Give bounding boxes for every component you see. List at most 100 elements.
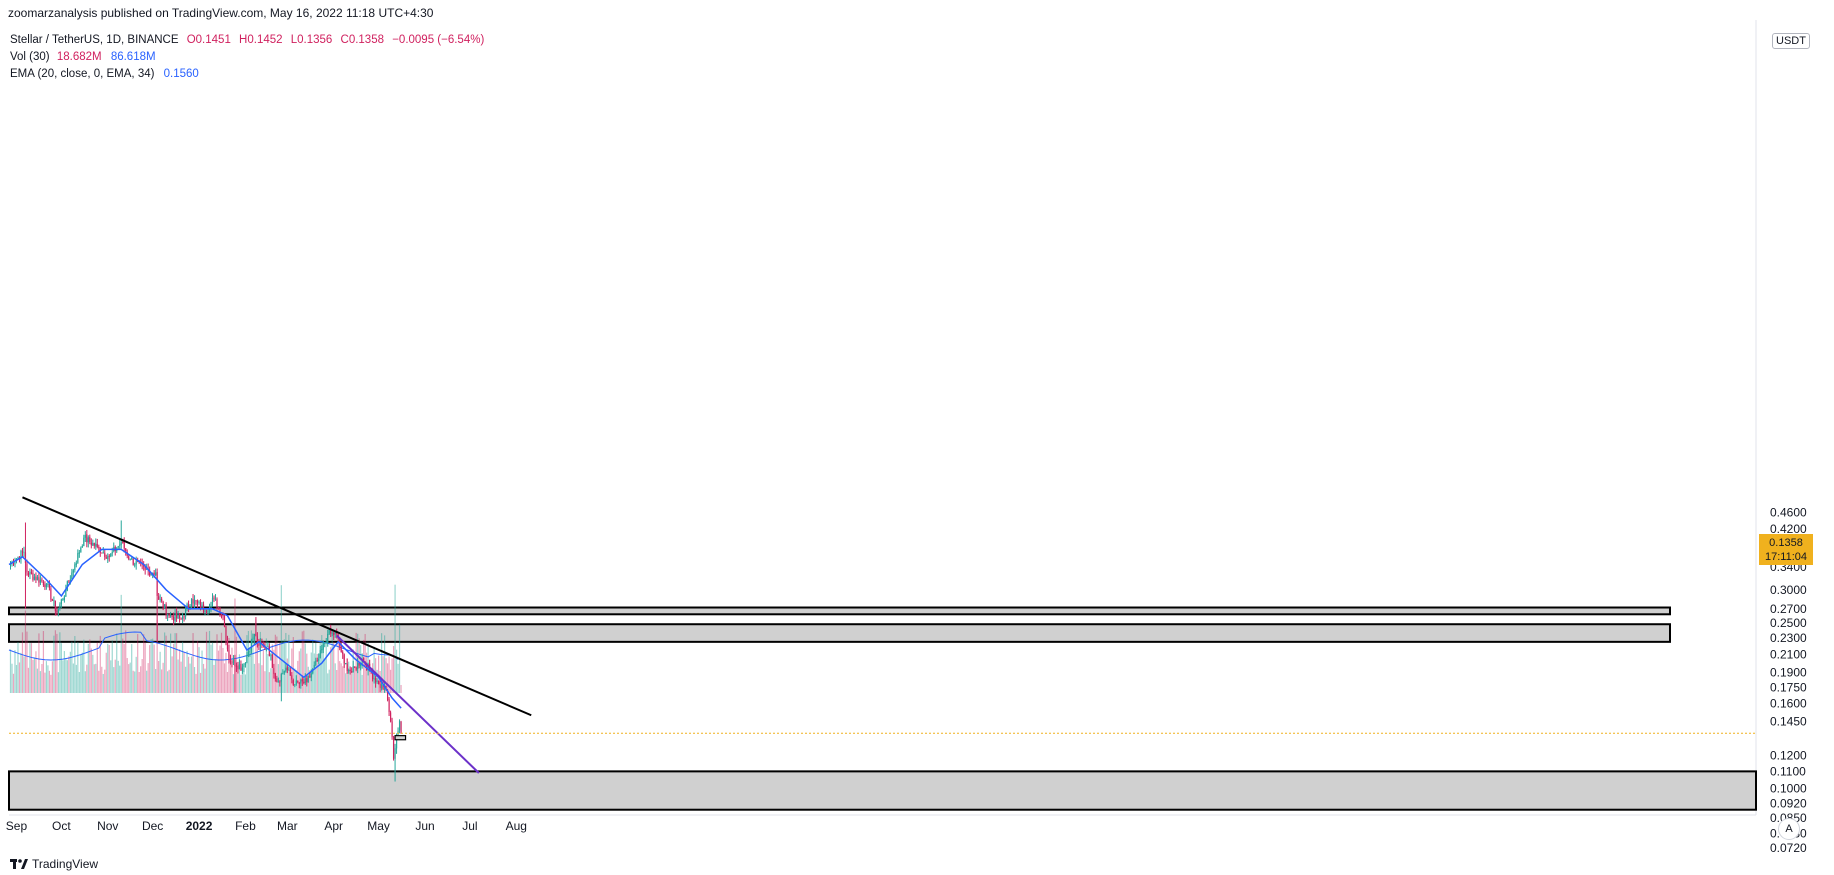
volume-bar (208, 630, 211, 693)
volume-bar (111, 640, 113, 693)
ohlc-values: O0.1451 H0.1452 L0.1356 C0.1358 −0.0095 … (182, 34, 485, 46)
price-tick-label: 0.1200 (1770, 749, 1807, 763)
candle-body (313, 664, 315, 669)
volume-bar (53, 635, 55, 693)
low-value: L0.1356 (290, 34, 333, 46)
volume-bar (29, 643, 31, 693)
ema-label: EMA (20, close, 0, EMA, 34) (10, 68, 155, 80)
candle-body (41, 579, 43, 582)
volume-bar (120, 594, 122, 693)
symbol-legend[interactable]: Stellar / TetherUS, 1D, BINANCE O0.1451 … (10, 34, 484, 46)
volume-bar (274, 634, 276, 693)
volume-bar (102, 673, 104, 693)
volume-bar (301, 631, 303, 693)
volume-bar (240, 674, 242, 693)
volume-bar (325, 642, 327, 693)
candle-body (60, 599, 62, 605)
volume-bar (258, 663, 260, 693)
volume-bar (23, 656, 25, 693)
time-tick-label: Apr (324, 819, 343, 833)
candle-body (283, 671, 285, 673)
candle-body (186, 604, 188, 608)
tradingview-footer[interactable]: TradingView (10, 857, 98, 871)
candle-body (144, 566, 146, 570)
candle-body (196, 601, 199, 603)
volume-bar (159, 651, 161, 693)
candle-body (207, 610, 209, 613)
candle-body (244, 662, 247, 665)
volume-bar (395, 649, 398, 693)
volume-bar (219, 645, 221, 693)
volume-bar (187, 656, 190, 693)
zone-3 (8, 770, 1757, 811)
volume-bar (128, 664, 130, 693)
candle-body (235, 665, 238, 667)
volume-bar (21, 632, 24, 693)
candle-body (360, 663, 362, 667)
volume-bar (171, 656, 173, 693)
volume-bar (129, 662, 131, 693)
price-tick-label: 0.1900 (1770, 665, 1807, 679)
volume-bar (383, 635, 386, 693)
candle-body (134, 564, 136, 566)
ema-legend[interactable]: EMA (20, close, 0, EMA, 34) 0.1560 (10, 68, 199, 80)
candle-body (280, 674, 282, 682)
candle-body (93, 543, 95, 546)
candle-body (250, 640, 253, 651)
candle-body (181, 616, 184, 619)
candle-body (123, 541, 125, 549)
volume-bar (282, 640, 284, 693)
volume-bar (156, 619, 158, 693)
volume-bar (178, 649, 181, 693)
candle-body (223, 616, 226, 627)
volume-bar (382, 656, 384, 693)
price-tick-label: 0.2300 (1770, 631, 1807, 645)
volume-bar (170, 633, 172, 693)
auto-scale-button[interactable]: A (1778, 818, 1800, 840)
ema20-line (8, 548, 402, 709)
volume-bar (339, 661, 341, 693)
candle-body (161, 598, 163, 602)
volume-bar (69, 651, 71, 693)
candle-body (96, 544, 98, 547)
candle-body (83, 537, 85, 547)
candle-body (39, 579, 42, 583)
candle-body (395, 734, 398, 749)
volume-bar (96, 642, 98, 693)
volume-bar (193, 667, 196, 693)
candle-body (322, 643, 324, 650)
currency-label[interactable]: USDT (1772, 33, 1810, 49)
candle-body (211, 597, 214, 604)
close-value: C0.1358 (340, 34, 384, 46)
candle-body (243, 664, 245, 668)
candle-body (327, 633, 329, 643)
candle-body (400, 721, 402, 734)
volume-bar (180, 661, 182, 693)
volume-legend[interactable]: Vol (30) 18.682M 86.618M (10, 51, 156, 63)
candle-body (345, 663, 347, 665)
candle-body (129, 559, 131, 561)
volume-bar (322, 640, 324, 693)
candle-body (175, 612, 178, 619)
candle-body (174, 613, 176, 622)
volume-bar (15, 664, 18, 693)
axes-frame (9, 20, 1757, 816)
candle-body (135, 561, 137, 565)
candle-body (53, 600, 55, 602)
volume-bar (392, 646, 395, 693)
time-tick-label: Mar (277, 819, 298, 833)
candle-body (59, 604, 61, 610)
candle-body (394, 748, 396, 759)
volume-bar (107, 643, 109, 693)
candle-body (382, 684, 384, 690)
candle-body (398, 721, 401, 731)
volume-bar (283, 639, 285, 693)
candle-body (128, 556, 130, 559)
volume-bar (181, 641, 184, 693)
volume-bar (378, 655, 380, 693)
candle-body (68, 581, 70, 583)
volume-bar (48, 670, 51, 693)
volume-bar (249, 650, 251, 693)
volume-bar (35, 651, 37, 693)
